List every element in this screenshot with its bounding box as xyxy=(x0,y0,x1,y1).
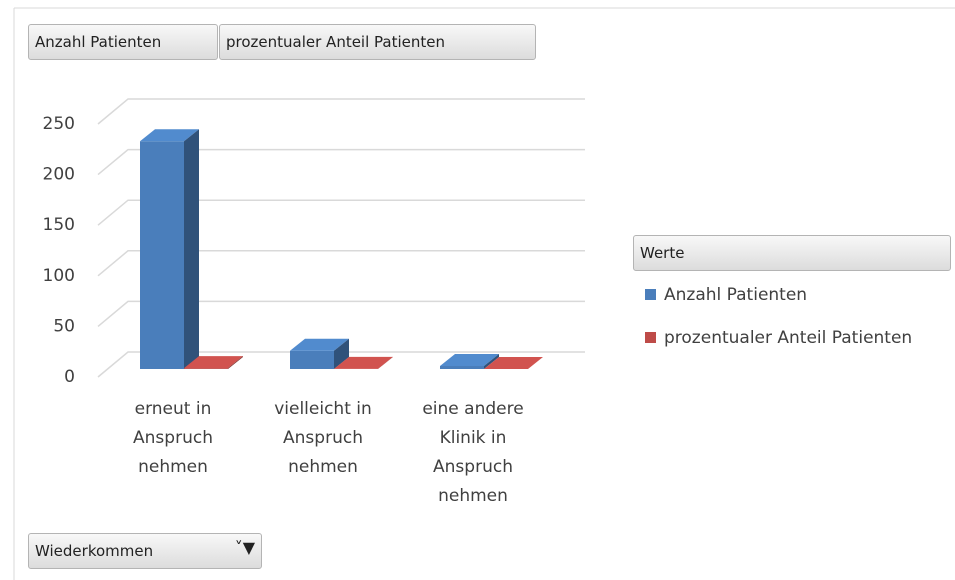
filter-icon: ˅▼ xyxy=(234,538,255,557)
bar-front xyxy=(440,365,484,369)
bar-side xyxy=(334,338,349,369)
bar-top xyxy=(440,353,499,366)
legend-swatch xyxy=(645,289,656,300)
bar xyxy=(334,356,393,369)
grid-line xyxy=(97,300,585,327)
legend-title[interactable]: Werte xyxy=(633,235,951,271)
bar-side xyxy=(228,356,243,369)
axis-field-button[interactable]: Wiederkommen ˅▼ xyxy=(28,533,262,569)
bar-front xyxy=(184,368,228,369)
bar-side xyxy=(528,356,543,369)
bar xyxy=(290,338,349,369)
x-tick-label: erneut in Anspruch nehmen xyxy=(133,399,213,477)
y-tick-label: 150 xyxy=(43,215,75,235)
bar-top xyxy=(334,356,393,369)
y-tick-label: 100 xyxy=(43,266,75,286)
bar xyxy=(140,129,199,369)
bar-front xyxy=(140,141,184,369)
bar-front xyxy=(290,350,334,369)
bar xyxy=(184,356,243,369)
grid-line xyxy=(97,148,585,176)
bar-top xyxy=(184,356,243,369)
bar-top xyxy=(140,129,199,142)
grid-line xyxy=(97,199,585,226)
y-tick-label: 200 xyxy=(43,165,75,185)
x-tick-label: vielleicht in Anspruch nehmen xyxy=(274,399,372,477)
grid-line xyxy=(97,98,585,125)
value-button[interactable]: Anzahl Patienten xyxy=(28,24,218,60)
axis-field: Wiederkommen xyxy=(35,542,154,560)
bar-top xyxy=(484,356,543,369)
y-tick-label: 250 xyxy=(43,114,75,134)
bar-side xyxy=(378,356,393,369)
grid-line xyxy=(97,351,585,378)
grid-line xyxy=(97,250,585,277)
bar-side xyxy=(484,353,499,369)
y-tick-label: 0 xyxy=(64,367,75,387)
y-tick-label: 50 xyxy=(53,316,75,336)
value-button[interactable]: prozentualer Anteil Patienten xyxy=(219,24,536,60)
bar-top xyxy=(290,338,349,351)
bar xyxy=(484,356,543,369)
legend-swatch xyxy=(645,332,656,343)
legend-label: Anzahl Patienten xyxy=(664,285,807,305)
legend-label: prozentualer Anteil Patienten xyxy=(664,328,912,348)
bar-side xyxy=(184,129,199,369)
x-tick-label: eine andere Klinik in Anspruch nehmen xyxy=(422,399,524,506)
bar xyxy=(440,353,499,369)
